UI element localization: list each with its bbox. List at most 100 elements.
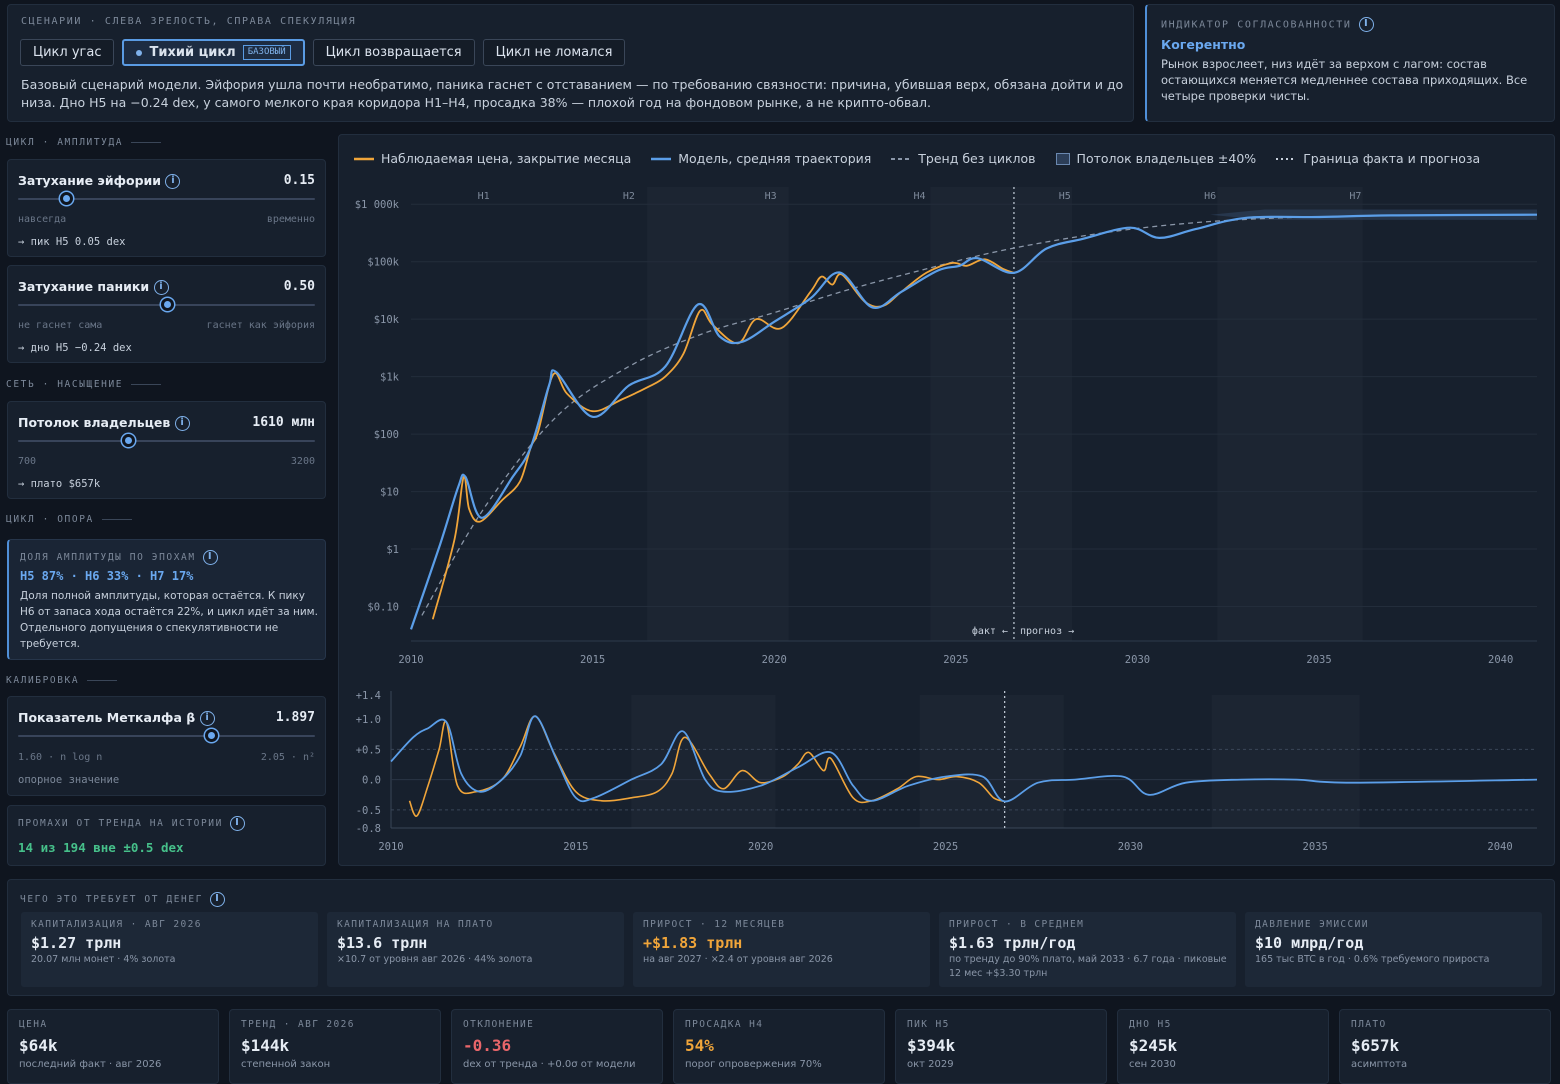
card-title: ДАВЛЕНИЕ ЭМИССИИ	[1255, 919, 1369, 930]
info-icon[interactable]: i	[174, 416, 190, 431]
label-text: Затухание эйфории	[18, 173, 162, 188]
scenario-tabs: Цикл угас Тихий цикл БАЗОВЫЙ Цикл возвращ…	[20, 39, 626, 66]
slider-knob[interactable]	[205, 729, 219, 742]
holders-control: Потолок владельцев i 1610 млн 700 3200 → …	[7, 401, 326, 499]
info-icon[interactable]: i	[203, 550, 218, 565]
section-title: ЦИКЛ · АМПЛИТУДА	[6, 137, 124, 148]
chart-legend: Наблюдаемая цена, закрытие месяца Модель…	[354, 151, 1480, 166]
stat-sub: степенной закон	[241, 1059, 331, 1070]
card-growth-12m: ПРИРОСТ · 12 МЕСЯЦЕВ +$1.83 трлн на авг 20…	[633, 912, 930, 987]
card-title: КАПИТАЛИЗАЦИЯ · АВГ 2026	[31, 919, 202, 930]
panic-value: 0.50	[283, 279, 315, 294]
chart-panel: Наблюдаемая цена, закрытие месяца Модель…	[338, 134, 1555, 866]
slider-knob[interactable]	[59, 192, 73, 205]
fact-label: факт ←	[972, 625, 1008, 637]
slider-min-label: 1.60 · n log n	[18, 752, 103, 763]
stat-sub: порог опровержения 70%	[685, 1059, 822, 1070]
epoch-band	[1211, 695, 1360, 828]
slider-ends: не гаснет сама гаснет как эйфория	[18, 320, 315, 331]
y-tick-label: $10k	[374, 314, 400, 326]
slider-knob[interactable]	[160, 298, 174, 311]
stat-drawdown: ПРОСАДКА H4 54% порог опровержения 70%	[673, 1009, 885, 1084]
cost-panel: ЧЕГО ЭТО ТРЕБУЕТ ОТ ДЕНЕГ i КАПИТАЛИЗАЦИ…	[7, 879, 1555, 996]
euphoria-result: → пик H5 0.05 dex	[18, 236, 126, 248]
stat-bottom-h5: ДНО H5 $245k сен 2030	[1117, 1009, 1329, 1084]
panic-result: → дно H5 −0.24 dex	[18, 342, 132, 354]
epoch-band	[930, 187, 1073, 641]
halving-label: H3	[765, 191, 777, 202]
section-amplitude: ЦИКЛ · АМПЛИТУДА	[6, 137, 162, 148]
tab-cycle-faded[interactable]: Цикл угас	[20, 39, 115, 66]
coherence-text: Рынок взрослеет, низ идёт за верхом с ла…	[1161, 57, 1528, 103]
cost-caption-text: ЧЕГО ЭТО ТРЕБУЕТ ОТ ДЕНЕГ	[20, 894, 203, 905]
stat-sub: последний факт · авг 2026	[19, 1059, 162, 1070]
divider	[101, 519, 132, 520]
coherence-caption-text: ИНДИКАТОР СОГЛАСОВАННОСТИ	[1161, 19, 1352, 31]
holders-result: → плато $657k	[18, 478, 101, 490]
metcalfe-slider[interactable]	[18, 729, 315, 742]
card-value: $13.6 трлн	[337, 934, 428, 952]
info-icon[interactable]: i	[153, 280, 169, 295]
card-cap-plateau: КАПИТАЛИЗАЦИЯ НА ПЛАТО $13.6 трлн ×10.7 от…	[327, 912, 624, 987]
stat-sub: окт 2029	[907, 1059, 954, 1070]
tab-cycle-unbroken[interactable]: Цикл не ломался	[482, 39, 626, 66]
card-title: КАПИТАЛИЗАЦИЯ НА ПЛАТО	[337, 919, 494, 930]
y-tick-label: $100	[374, 429, 399, 441]
tab-quiet-cycle[interactable]: Тихий цикл БАЗОВЫЙ	[122, 39, 305, 66]
card-sub: на авг 2027 · ×2.4 от уровня авг 2026	[643, 954, 833, 965]
stat-sub: dex от тренда · +0.0σ от модели	[463, 1059, 636, 1070]
observed-deviation-line	[408, 715, 1005, 817]
legend-label: Модель, средняя траектория	[678, 151, 872, 166]
tab-cycle-returns[interactable]: Цикл возвращается	[312, 39, 475, 66]
holders-slider[interactable]	[18, 434, 315, 447]
amp-values: H5 87% · H6 33% · H7 17%	[20, 569, 194, 583]
slider-max-label: 2.05 · n²	[260, 752, 315, 763]
euphoria-slider[interactable]	[18, 192, 315, 205]
card-sub: ×10.7 от уровня авг 2026 · 44% золота	[337, 954, 533, 965]
panic-label: Затухание паники i	[18, 279, 169, 295]
holders-label: Потолок владельцев i	[18, 415, 190, 431]
stat-title: ДНО H5	[1129, 1019, 1172, 1030]
info-icon[interactable]: i	[210, 892, 226, 907]
slider-max-label: 3200	[290, 456, 315, 467]
legend-boundary[interactable]: Граница факта и прогноза	[1276, 151, 1480, 166]
slider-max-label: гаснет как эйфория	[206, 320, 315, 331]
section-network: СЕТЬ · НАСЫЩЕНИЕ	[6, 379, 162, 390]
metcalfe-label: Показатель Меткалфа β i	[18, 710, 215, 726]
x-tick-label: 2025	[933, 841, 958, 853]
legend-trend[interactable]: Тренд без циклов	[891, 151, 1036, 166]
halving-label: H4	[913, 191, 925, 202]
y-tick-label: $100k	[367, 257, 399, 269]
stat-value: $657k	[1351, 1036, 1400, 1055]
info-icon[interactable]: i	[165, 174, 181, 189]
misses-caption-text: ПРОМАХИ ОТ ТРЕНДА НА ИСТОРИИ	[18, 818, 223, 829]
legend-observed[interactable]: Наблюдаемая цена, закрытие месяца	[354, 151, 631, 166]
slider-min-label: не гаснет сама	[18, 320, 103, 331]
panic-slider[interactable]	[18, 298, 315, 311]
slider-knob[interactable]	[121, 434, 135, 447]
y-tick-label: $10	[380, 487, 399, 499]
price-chart: H1 H2 H3 H4 H5 H6 H7$1 000k$100k$10k$1k$100$10…	[355, 187, 1538, 853]
stat-title: ТРЕНД · АВГ 2026	[241, 1019, 355, 1030]
halving-label: H6	[1204, 191, 1216, 202]
legend-model[interactable]: Модель, средняя траектория	[651, 151, 871, 166]
cost-caption: ЧЕГО ЭТО ТРЕБУЕТ ОТ ДЕНЕГ i	[20, 892, 226, 907]
label-text: Потолок владельцев	[18, 415, 171, 430]
y-tick-label: $0.10	[367, 602, 399, 614]
halving-label: H5	[1059, 191, 1071, 202]
x-tick-label: 2015	[580, 654, 605, 666]
info-icon[interactable]: i	[1359, 17, 1375, 32]
stat-price: ЦЕНА $64k последний факт · авг 2026	[7, 1009, 219, 1084]
divider	[131, 142, 162, 143]
x-tick-label: 2025	[943, 654, 968, 666]
legend-band[interactable]: Потолок владельцев ±40%	[1055, 151, 1256, 166]
stat-title: ПРОСАДКА H4	[685, 1019, 764, 1030]
section-calibration: КАЛИБРОВКА	[6, 675, 118, 686]
card-value: $10 млрд/год	[1255, 934, 1364, 952]
info-icon[interactable]: i	[230, 816, 246, 831]
slider-ends: 1.60 · n log n 2.05 · n²	[18, 752, 315, 763]
info-icon[interactable]: i	[199, 711, 215, 726]
section-support: ЦИКЛ · ОПОРА	[6, 514, 132, 525]
label-text: Показатель Меткалфа β	[18, 710, 196, 725]
legend-label: Наблюдаемая цена, закрытие месяца	[381, 151, 632, 166]
